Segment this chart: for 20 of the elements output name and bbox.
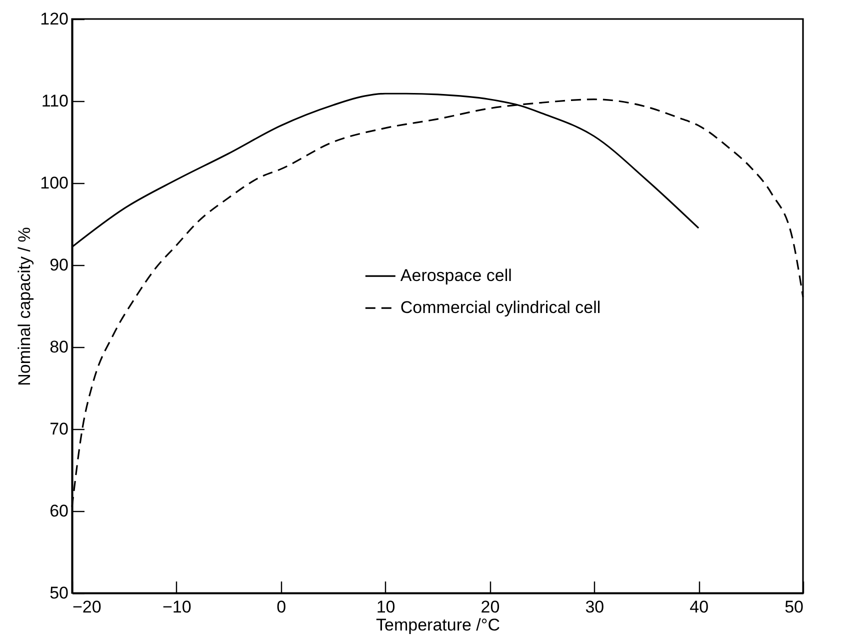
y-tick-label: 100	[40, 174, 68, 192]
x-tick-label: 20	[480, 598, 500, 616]
y-tick-label: 90	[50, 256, 68, 274]
legend-label: Commercial cylindrical cell	[400, 298, 601, 318]
y-tick-label: 80	[50, 338, 68, 356]
y-tick-label: 50	[50, 584, 68, 602]
x-tick-label: 0	[276, 598, 286, 616]
y-tick-label: 120	[40, 10, 68, 28]
y-tick-label: 70	[50, 420, 68, 438]
x-tick-label: 40	[690, 598, 709, 616]
x-axis-title: Temperature /°C	[376, 616, 500, 634]
x-tick-label: −10	[162, 598, 192, 616]
x-tick-label: 30	[585, 598, 604, 616]
x-tick-label: 50	[784, 598, 804, 616]
legend-label: Aerospace cell	[400, 266, 512, 286]
x-tick-label: 10	[376, 598, 396, 616]
x-tick-label: −20	[72, 598, 102, 616]
y-tick-label: 110	[41, 92, 68, 110]
y-axis-title: Nominal capacity / %	[15, 227, 34, 386]
y-tick-label: 60	[50, 502, 68, 520]
